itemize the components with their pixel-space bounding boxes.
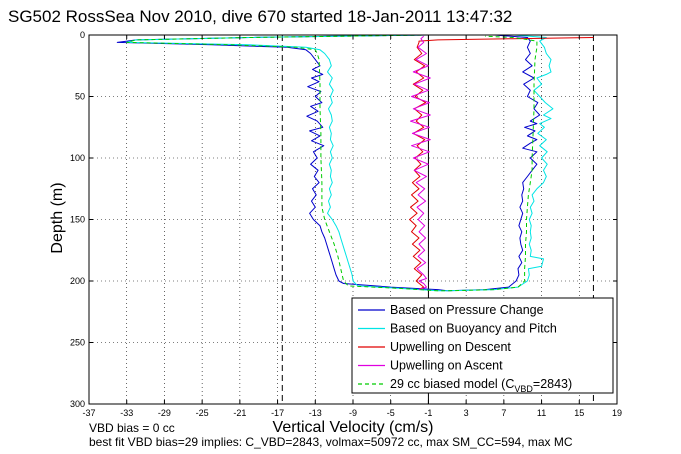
- footer-line-1: VBD bias = 0 cc: [89, 421, 175, 435]
- series-line-1: [447, 34, 541, 292]
- x-tick-label: -9: [349, 408, 357, 418]
- x-tick-label: -5: [387, 408, 395, 418]
- x-tick-label: 11: [537, 408, 546, 418]
- legend-label: 29 cc biased model (CVBD=2843): [390, 377, 572, 394]
- x-tick-label: -13: [309, 408, 322, 418]
- y-tick-labels: 0 50 100 150 200 250 300: [70, 30, 85, 409]
- x-tick-label: -29: [158, 408, 171, 418]
- y-tick-label: 250: [70, 338, 85, 348]
- x-tick-label: -33: [120, 408, 133, 418]
- y-tick-label: 50: [75, 92, 85, 102]
- x-tick-label: -21: [233, 408, 246, 418]
- y-tick-label: 150: [70, 215, 85, 225]
- x-tick-label: -25: [196, 408, 209, 418]
- x-tick-label: -1: [424, 408, 432, 418]
- series-line-5: [410, 35, 431, 291]
- x-tick-labels: -37 -33 -29 -25 -21 -17 -13 -9 -5 -1 3 7 11 15 19: [82, 408, 622, 418]
- x-tick-label: -17: [271, 408, 284, 418]
- x-axis-label: Vertical Velocity (cm/s): [273, 419, 434, 436]
- series-line-6: [126, 34, 538, 292]
- series-line-4: [409, 37, 594, 291]
- legend-label: Based on Pressure Change: [390, 303, 544, 317]
- y-tick-label: 0: [80, 30, 85, 40]
- data-series: [116, 34, 594, 292]
- legend-label: Upwelling on Descent: [390, 340, 511, 354]
- legend-label: Upwelling on Ascent: [390, 359, 503, 373]
- y-tick-label: 300: [70, 399, 85, 409]
- y-axis-label: Depth (m): [49, 182, 66, 253]
- x-tick-label: 15: [574, 408, 584, 418]
- series-line-2: [126, 34, 448, 292]
- series-line-3: [447, 34, 554, 292]
- x-tick-label: -37: [82, 408, 95, 418]
- y-tick-label: 100: [70, 153, 85, 163]
- legend-label: Based on Buoyancy and Pitch: [390, 322, 557, 336]
- series-line-0: [116, 34, 448, 292]
- legend-box: [351, 297, 614, 394]
- y-tick-label: 200: [70, 276, 85, 286]
- x-tick-label: 3: [464, 408, 469, 418]
- legend: Based on Pressure Change Based on Buoyanc…: [351, 297, 614, 394]
- footer-line-2: best fit VBD bias=29 implies: C_VBD=2843…: [89, 435, 573, 449]
- chart-title: SG502 RossSea Nov 2010, dive 670 started…: [8, 7, 512, 26]
- x-tick-label: 7: [501, 408, 506, 418]
- x-tick-label: 19: [612, 408, 622, 418]
- axis-ticks: [88, 34, 618, 405]
